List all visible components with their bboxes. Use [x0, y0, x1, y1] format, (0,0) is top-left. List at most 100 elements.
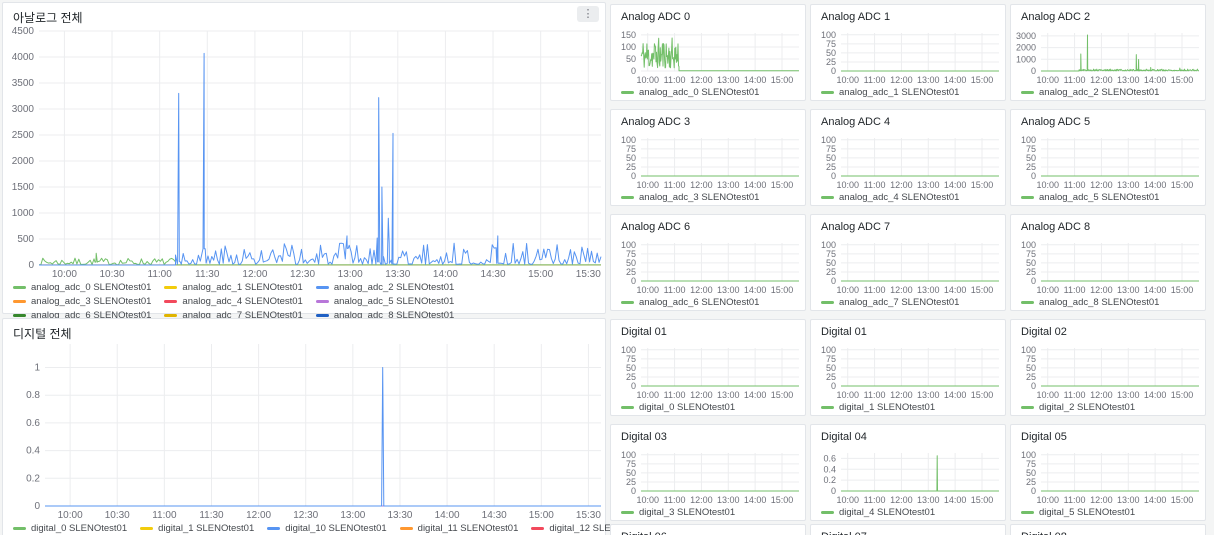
legend-item[interactable]: analog_adc_8 SLENOtest01: [1021, 296, 1159, 309]
legend-item[interactable]: analog_adc_4 SLENOtest01: [821, 191, 959, 204]
legend-series-swatch: [164, 286, 178, 289]
legend-item[interactable]: digital_4 SLENOtest01: [821, 506, 935, 519]
legend-series-swatch: [13, 314, 26, 317]
panel-title[interactable]: Digital 05: [1021, 431, 1067, 443]
panel-mini-digital-8: Digital 08: [1010, 524, 1206, 535]
mini-analog-adc-7-chart[interactable]: 0 25 50 75 100 10:00 11:00 12:00 13:00 14:00 15:00: [813, 237, 1005, 295]
legend-item[interactable]: analog_adc_3 SLENOtest01: [621, 191, 759, 204]
y-axis-tick: 25: [826, 372, 836, 382]
panel-title[interactable]: Analog ADC 5: [1021, 116, 1091, 128]
panel-title[interactable]: Digital 07: [821, 531, 867, 535]
legend-item[interactable]: digital_1 SLENOtest01: [821, 401, 935, 414]
mini-analog-adc-1-chart[interactable]: 0 25 50 75 100 10:00 11:00 12:00 13:00 14:00 15:00: [813, 27, 1005, 85]
panel-title[interactable]: Analog ADC 8: [1021, 221, 1091, 233]
legend-series-swatch: [621, 91, 634, 94]
panel-mini-analog-adc-2: Analog ADC 2 0 1000 2000 3000 10:00 11:00 12:00…: [1010, 4, 1206, 101]
legend-item[interactable]: digital_11 SLENOtest01: [399, 522, 518, 535]
analog-overview-chart[interactable]: 0 500 1000 1500 2000 2500 3000 3500 4000 4500 10:0…: [5, 23, 605, 281]
legend-series-swatch: [1021, 196, 1034, 199]
panel-title[interactable]: Digital 03: [621, 431, 667, 443]
legend-item[interactable]: analog_adc_0 SLENOtest01: [621, 86, 759, 99]
legend-item[interactable]: digital_2 SLENOtest01: [1021, 401, 1135, 414]
x-axis-tick: 10:00: [58, 510, 83, 521]
panel-title[interactable]: Digital 06: [621, 531, 667, 535]
legend-item[interactable]: digital_3 SLENOtest01: [621, 506, 735, 519]
panel-title[interactable]: Digital 01: [621, 326, 667, 338]
legend-item[interactable]: analog_adc_2 SLENOtest01: [315, 281, 454, 294]
series-line-digital_4: [841, 455, 999, 492]
mini-digital-0-chart[interactable]: 0 25 50 75 100 10:00 11:00 12:00 13:00 14:00 15:00: [613, 342, 805, 400]
legend-item[interactable]: digital_5 SLENOtest01: [1021, 506, 1135, 519]
y-axis-tick: 25: [1026, 162, 1036, 172]
x-axis-tick: 15:00: [771, 495, 794, 505]
panel-title[interactable]: Digital 01: [821, 326, 867, 338]
mini-digital-3-chart[interactable]: 0 25 50 75 100 10:00 11:00 12:00 13:00 14:00 15:00: [613, 447, 805, 505]
mini-analog-adc-2-chart[interactable]: 0 1000 2000 3000 10:00 11:00 12:00 13:00 14:00 15…: [1013, 27, 1205, 85]
x-axis-tick: 11:00: [864, 180, 886, 190]
legend-series-swatch: [821, 406, 834, 409]
mini-analog-adc-0-chart[interactable]: 0 50 100 150 10:00 11:00 12:00 13:00 14:00 15:00: [613, 27, 805, 85]
panel-title[interactable]: Digital 08: [1021, 531, 1067, 535]
legend-item[interactable]: analog_adc_6 SLENOtest01: [621, 296, 759, 309]
x-axis-tick: 10:00: [636, 180, 659, 190]
x-axis-tick: 10:00: [636, 285, 659, 295]
panel-title[interactable]: Analog ADC 0: [621, 11, 691, 23]
mini-digital-5-chart[interactable]: 0 25 50 75 100 10:00 11:00 12:00 13:00 14:00 15:00: [1013, 447, 1205, 505]
y-axis-tick: 75: [626, 459, 636, 469]
digital-overview-chart[interactable]: 0 0.2 0.4 0.6 0.8 1 10:00 10:30 11:00 11:30 12:00 1…: [5, 339, 605, 523]
legend-item[interactable]: analog_adc_1 SLENOtest01: [821, 86, 959, 99]
panel-title[interactable]: Digital 04: [821, 431, 867, 443]
mini-analog-adc-6-chart[interactable]: 0 25 50 75 100 10:00 11:00 12:00 13:00 14:00 15:00: [613, 237, 805, 295]
legend-item[interactable]: analog_adc_6 SLENOtest01: [13, 309, 151, 322]
legend-series-label: analog_adc_6 SLENOtest01: [639, 297, 760, 308]
mini-analog-adc-4-chart[interactable]: 0 25 50 75 100 10:00 11:00 12:00 13:00 14:00 15:00: [813, 132, 1005, 190]
mini-analog-adc-8-legend: analog_adc_8 SLENOtest01: [1021, 296, 1199, 309]
panel-title[interactable]: 아날로그 전체: [13, 11, 83, 25]
panel-title[interactable]: 디지털 전체: [13, 327, 72, 341]
panel-title[interactable]: Analog ADC 6: [621, 221, 691, 233]
mini-analog-adc-5-chart[interactable]: 0 25 50 75 100 10:00 11:00 12:00 13:00 14:00 15:00: [1013, 132, 1205, 190]
legend-item[interactable]: analog_adc_0 SLENOtest01: [13, 281, 151, 294]
y-axis-tick: 50: [1026, 258, 1036, 268]
x-axis-tick: 14:00: [744, 75, 767, 85]
y-axis-tick: 75: [626, 144, 636, 154]
legend-item[interactable]: digital_10 SLENOtest01: [267, 522, 387, 535]
panel-menu-button[interactable]: ⋮: [577, 6, 599, 22]
legend-item[interactable]: analog_adc_7 SLENOtest01: [821, 296, 959, 309]
panel-title[interactable]: Analog ADC 7: [821, 221, 891, 233]
legend-item[interactable]: analog_adc_5 SLENOtest01: [1021, 191, 1159, 204]
mini-digital-1-chart[interactable]: 0 25 50 75 100 10:00 11:00 12:00 13:00 14:00 15:00: [813, 342, 1005, 400]
x-axis-tick: 12:00: [690, 390, 713, 400]
panel-title[interactable]: Analog ADC 4: [821, 116, 891, 128]
panel-title[interactable]: Analog ADC 2: [1021, 11, 1091, 23]
mini-digital-2-chart[interactable]: 0 25 50 75 100 10:00 11:00 12:00 13:00 14:00 15:00: [1013, 342, 1205, 400]
legend-item[interactable]: analog_adc_7 SLENOtest01: [164, 309, 303, 322]
legend-item[interactable]: analog_adc_3 SLENOtest01: [13, 295, 151, 308]
mini-analog-adc-8-chart[interactable]: 0 25 50 75 100 10:00 11:00 12:00 13:00 14:00 15:00: [1013, 237, 1205, 295]
panel-title[interactable]: Digital 02: [1021, 326, 1067, 338]
y-axis-tick: 0: [28, 260, 34, 271]
panel-title[interactable]: Analog ADC 1: [821, 11, 891, 23]
legend-item[interactable]: digital_12 SLENOtest01: [531, 522, 651, 535]
y-axis-tick: 100: [621, 135, 636, 145]
y-axis-tick: 0: [631, 66, 636, 76]
x-axis-tick: 11:00: [864, 495, 886, 505]
legend-item[interactable]: analog_adc_5 SLENOtest01: [315, 295, 455, 308]
legend-item[interactable]: analog_adc_4 SLENOtest01: [164, 295, 303, 308]
legend-series-label: analog_adc_5 SLENOtest01: [333, 296, 455, 307]
x-axis-tick: 15:00: [1171, 285, 1194, 295]
legend-item[interactable]: analog_adc_2 SLENOtest01: [1021, 86, 1159, 99]
legend-item[interactable]: analog_adc_8 SLENOtest01: [315, 309, 454, 322]
x-axis-tick: 15:00: [528, 269, 553, 280]
y-axis-tick: 25: [626, 162, 636, 172]
x-axis-tick: 13:00: [917, 285, 940, 295]
legend-series-swatch: [399, 527, 413, 530]
panel-title[interactable]: Analog ADC 3: [621, 116, 691, 128]
mini-analog-adc-3-chart[interactable]: 0 25 50 75 100 10:00 11:00 12:00 13:00 14:00 15:00: [613, 132, 805, 190]
legend-item[interactable]: digital_0 SLENOtest01: [13, 522, 127, 535]
legend-item[interactable]: analog_adc_1 SLENOtest01: [164, 281, 303, 294]
legend-item[interactable]: digital_1 SLENOtest01: [140, 522, 254, 535]
legend-item[interactable]: digital_0 SLENOtest01: [621, 401, 735, 414]
x-axis-tick: 12:00: [890, 285, 913, 295]
mini-digital-4-chart[interactable]: 0 0.2 0.4 0.6 10:00 11:00 12:00 13:00 14:00 15:00: [813, 447, 1005, 505]
